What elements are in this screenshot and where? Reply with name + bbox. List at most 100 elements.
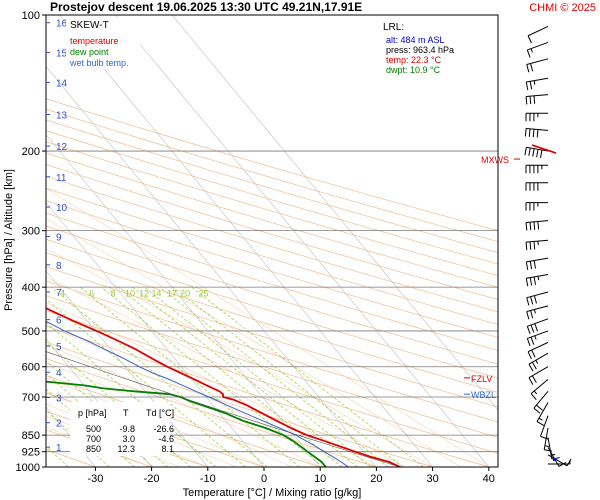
dry-adiabat bbox=[46, 108, 498, 242]
wind-barb bbox=[526, 305, 549, 320]
wind-barb-halfflag bbox=[533, 390, 538, 395]
table-row-500-p: 500 bbox=[86, 424, 101, 434]
isotherm-line bbox=[46, 134, 321, 467]
wind-barb bbox=[526, 318, 549, 335]
wind-barb bbox=[525, 182, 548, 191]
altitude-tick-label: 12 bbox=[56, 142, 68, 153]
wind-barb bbox=[524, 127, 549, 138]
isotherms bbox=[46, 15, 498, 467]
wind-barb-flag bbox=[529, 241, 532, 250]
mixing-ratio-line bbox=[144, 286, 372, 467]
level-markers: MXWS FZLV WBZL bbox=[464, 155, 520, 400]
wind-barb-staff bbox=[536, 402, 549, 422]
wind-barb-halfflag bbox=[530, 48, 533, 53]
mixing-ratio-line bbox=[46, 322, 216, 467]
altitude-tick-label: 13 bbox=[56, 110, 68, 121]
mixing-ratio-label: 4 bbox=[60, 289, 65, 299]
wind-barb bbox=[525, 257, 549, 270]
wind-barb-flag bbox=[529, 277, 533, 286]
wind-barb-staff bbox=[526, 273, 549, 279]
wind-barb-flag bbox=[534, 323, 538, 332]
wind-barb bbox=[525, 273, 549, 287]
wind-barb-flag bbox=[533, 407, 541, 414]
altitude-tick-label: 3 bbox=[56, 394, 62, 405]
dry-adiabat bbox=[46, 164, 498, 300]
wind-barb-flag bbox=[526, 49, 531, 58]
wind-barb bbox=[524, 146, 549, 158]
pressure-tick-label: 400 bbox=[22, 282, 40, 294]
lrl-box bbox=[381, 18, 483, 78]
parcel-ascent-line bbox=[46, 351, 401, 467]
mxws-barb-highlight bbox=[531, 144, 557, 154]
table-row-700-t: 3.0 bbox=[122, 434, 135, 444]
x-tick-label: 40 bbox=[483, 473, 495, 485]
dry-adiabat bbox=[46, 141, 498, 276]
mixing-ratio-line bbox=[51, 286, 268, 467]
table-row-700-td: -4.6 bbox=[158, 434, 174, 444]
wind-barb bbox=[525, 220, 549, 231]
wind-barb-flag bbox=[526, 338, 531, 347]
altitude-tick-label: 2 bbox=[56, 419, 62, 430]
wind-barb-staff bbox=[547, 437, 553, 460]
wind-barb-halfflag bbox=[533, 309, 536, 314]
wind-barb bbox=[526, 58, 549, 73]
wind-barb-flag bbox=[524, 147, 527, 156]
wind-barb bbox=[525, 202, 548, 211]
wind-barb-flag bbox=[544, 449, 553, 452]
wind-barb bbox=[525, 94, 549, 105]
mixing-ratio-line bbox=[132, 286, 358, 467]
wind-barb-halfflag bbox=[551, 453, 556, 456]
wind-barb-flag bbox=[531, 349, 536, 358]
pressure-tick-label: 600 bbox=[22, 362, 40, 374]
wind-barb-halfflag bbox=[534, 335, 537, 340]
wind-barb-flag bbox=[558, 462, 567, 467]
wbzl-marker-label: WBZL bbox=[471, 390, 496, 400]
wind-barb bbox=[525, 77, 549, 91]
lrl-pressure: press: 963.4 hPa bbox=[386, 45, 454, 55]
wind-barb-staff bbox=[526, 291, 549, 299]
x-tick-label: 10 bbox=[314, 473, 326, 485]
wind-barb-flag bbox=[527, 35, 532, 44]
wind-barb-staff bbox=[533, 390, 549, 409]
altitude-tick-label: 4 bbox=[56, 368, 62, 379]
legend-wet-bulb: wet bulb temp. bbox=[69, 58, 129, 68]
altitude-tick-label: 15 bbox=[56, 48, 68, 59]
mxws-marker-label: MXWS bbox=[481, 155, 509, 165]
altitude-tick-label: 11 bbox=[56, 173, 67, 184]
plot-frame bbox=[45, 14, 499, 468]
table-row-500-td: -26.6 bbox=[153, 424, 174, 434]
pressure-tick-label: 925 bbox=[22, 447, 40, 459]
mixing-ratio-label: 12 bbox=[139, 289, 149, 299]
mixing-ratio-label: 10 bbox=[125, 289, 135, 299]
wind-barb-flag bbox=[525, 261, 529, 270]
wind-barbs bbox=[524, 25, 572, 467]
wind-barb-halfflag bbox=[535, 359, 539, 364]
wind-barb-flag bbox=[532, 148, 535, 157]
dry-adiabat bbox=[46, 266, 498, 408]
mixing-ratio-line bbox=[46, 298, 246, 467]
table-row-700-p: 700 bbox=[86, 434, 101, 444]
wind-barb bbox=[536, 402, 549, 426]
wind-barb-flag bbox=[533, 221, 536, 230]
wind-barb-flag bbox=[529, 222, 532, 231]
mixing-ratio-label: 6 bbox=[89, 289, 94, 299]
wind-barb-flag bbox=[536, 404, 543, 411]
wind-barb bbox=[526, 291, 549, 306]
wind-barb-flag bbox=[527, 351, 532, 360]
series-line bbox=[46, 307, 401, 467]
y-axis-label-text: Pressure [hPa] / Altitude [km] bbox=[3, 169, 15, 311]
wind-barb bbox=[525, 164, 548, 174]
axes: -30 -20 -10 0 10 20 30 401002003004005006007008… bbox=[16, 10, 495, 485]
altitude-tick-label: 1 bbox=[56, 443, 62, 454]
wind-barb-flag bbox=[524, 128, 527, 137]
wind-barb-staff bbox=[526, 146, 549, 152]
isotherm-line bbox=[46, 65, 377, 467]
wind-barb bbox=[533, 390, 549, 414]
wind-barb-flag bbox=[526, 64, 530, 73]
pressure-tick-label: 1000 bbox=[16, 462, 40, 474]
wind-barb-staff bbox=[526, 220, 549, 224]
wind-barb bbox=[526, 41, 549, 58]
isotherm-line bbox=[171, 15, 498, 411]
wind-barb-halfflag bbox=[538, 417, 543, 421]
lrl-title: LRL: bbox=[383, 22, 404, 33]
